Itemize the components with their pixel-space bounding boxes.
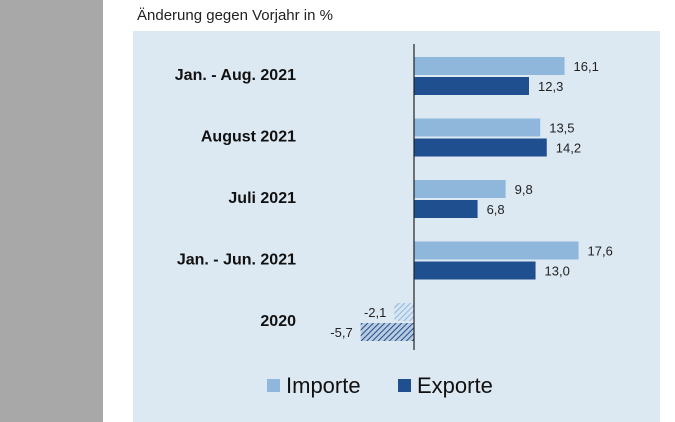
importe-bar [414,180,506,198]
data-label: 6,8 [487,202,505,217]
importe-bar [394,303,414,321]
category-label: Jan. - Jun. 2021 [177,252,296,269]
data-label: 16,1 [574,59,599,74]
chart-heading: Änderung gegen Vorjahr in % [137,7,333,24]
data-label: 13,5 [549,121,574,136]
importe-legend-swatch [267,379,280,392]
category-label: 2020 [260,313,296,330]
data-label: 9,8 [515,182,533,197]
exporte-bar [414,77,530,95]
importe-bar [414,57,565,75]
exporte-bar [414,200,478,218]
data-label: -2,1 [364,305,386,320]
category-label: August 2021 [201,129,296,146]
category-label: Jan. - Aug. 2021 [175,67,296,84]
chart-background [133,31,660,422]
left-gray-panel [0,0,103,422]
exporte-legend-label: Exporte [417,373,493,398]
exporte-bar [414,261,536,280]
importe-bar [414,118,541,137]
data-label: -5,7 [330,325,352,340]
exporte-bar [414,138,547,157]
data-label: 12,3 [538,79,563,94]
importe-bar [414,241,579,260]
category-label: Juli 2021 [228,190,296,207]
exporte-bar [360,323,414,341]
exporte-legend-swatch [398,379,411,392]
importe-legend-label: Importe [286,373,361,398]
data-label: 13,0 [545,264,570,279]
data-label: 17,6 [588,244,613,259]
data-label: 14,2 [556,141,581,156]
